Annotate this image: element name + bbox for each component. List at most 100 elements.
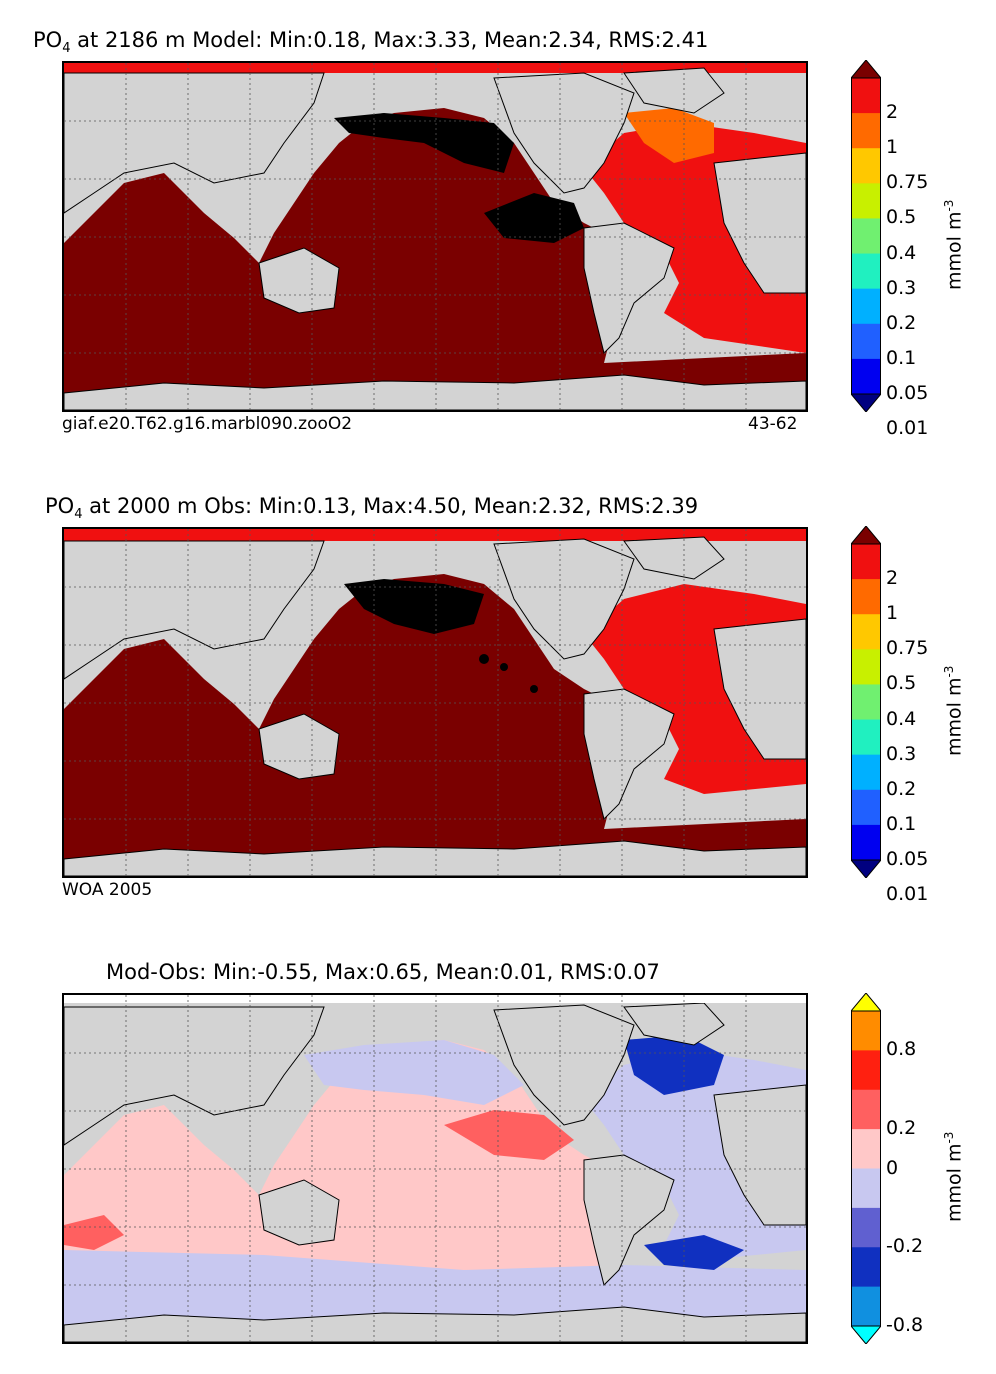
colorbar-tick-label: 0.3	[886, 276, 917, 299]
panel-2-title: PO4 at 2000 m Obs: Min:0.13, Max:4.50, M…	[45, 494, 698, 522]
colorbar-tick-label: 0.1	[886, 346, 917, 369]
colorbar-svg	[849, 992, 883, 1345]
land-eurasia	[64, 540, 325, 680]
land-australia	[258, 1179, 340, 1246]
ocean-main	[64, 574, 806, 876]
colorbar-tick-label: 0.5	[886, 672, 917, 695]
panel-1-colorbar-labels: 2 1 0.75 0.5 0.4 0.3 0.2 0.1 0.05 0.01	[886, 60, 946, 439]
colorbar-segment	[851, 1011, 881, 1051]
colorbar-svg	[849, 525, 883, 879]
panel-1-title-species: PO	[33, 28, 63, 52]
colorbar-tick-label: 0.75	[886, 637, 929, 660]
land-antarctica	[64, 374, 806, 410]
colorbar-frame	[851, 543, 881, 861]
colorbar-segment	[851, 1286, 881, 1327]
panel-2-title-sub: 4	[74, 507, 83, 523]
arctic-strip	[64, 995, 806, 1003]
land-australia	[258, 247, 340, 314]
colorbar-segment	[851, 719, 881, 756]
land-antarctica	[64, 1306, 806, 1342]
colorbar-tick-label: 0.1	[886, 812, 917, 835]
colorbar-segment	[851, 754, 881, 791]
colorbar-extend-top	[849, 992, 883, 1012]
panel-3-title-rest: Mod-Obs: Min:-0.55, Max:0.65, Mean:0.01,…	[106, 960, 660, 984]
colorbar-tick-label: 0.2	[886, 777, 917, 800]
colorbar-tick-label: 0.75	[886, 171, 929, 194]
colorbar-segment	[851, 1247, 881, 1288]
pacific-black-north	[334, 113, 514, 173]
colorbar-tick-label: 2	[886, 101, 899, 124]
land-eurasia	[64, 72, 325, 214]
colorbar-segment	[851, 544, 881, 580]
land-south-america	[583, 688, 675, 820]
ocean-pacific-red	[444, 1110, 574, 1160]
ocean-south-atlantic-dark	[644, 1235, 744, 1270]
map-grid	[64, 529, 806, 876]
land-africa	[713, 1084, 806, 1226]
colorbar-extend-top	[849, 525, 883, 545]
colorbar-extend-bottom	[849, 393, 883, 413]
panel-1-title: PO4 at 2186 m Model: Min:0.18, Max:3.33,…	[33, 28, 708, 56]
land-eurasia	[64, 1006, 325, 1146]
colorbar-segment	[851, 649, 881, 685]
colorbar-tick-label: 0.01	[886, 417, 929, 440]
colorbar-tick-label: 0.2	[886, 1117, 917, 1140]
colorbar-segment	[851, 358, 881, 395]
panel-2-title-rest: at 2000 m Obs: Min:0.13, Max:4.50, Mean:…	[82, 494, 699, 518]
colorbar-segment	[851, 78, 881, 114]
colorbar-segment	[851, 288, 881, 325]
pacific-black-spot-3	[530, 685, 538, 693]
colorbar-segment	[851, 183, 881, 219]
panel-2-unit-label: mmol m-3	[942, 666, 965, 756]
panel-3-colorbar	[849, 992, 883, 1345]
panel-2-colorbar-labels: 2 1 0.75 0.5 0.4 0.3 0.2 0.1 0.05 0.01	[886, 526, 946, 905]
land-greenland	[623, 67, 725, 114]
colorbar-frame	[851, 77, 881, 395]
colorbar-tick-label: 0.3	[886, 742, 917, 765]
colorbar-tick-label: 0.4	[886, 241, 917, 264]
colorbar-tick-label: 1	[886, 136, 899, 159]
colorbar-extend-bottom	[849, 859, 883, 879]
panel-2-unit-text: mmol m	[943, 677, 966, 756]
panel-3-unit-sup: -3	[942, 1131, 956, 1144]
colorbar-tick-label: -0.8	[886, 1314, 924, 1336]
colorbar-segment	[851, 148, 881, 184]
colorbar-segment	[851, 1168, 881, 1209]
arctic-strip	[64, 529, 806, 541]
colorbar-tick-label: 2	[886, 567, 899, 590]
land-north-america	[493, 72, 635, 194]
panel-1-unit-text: mmol m	[943, 211, 966, 290]
panel-3-map-svg	[64, 995, 806, 1342]
arctic-strip	[64, 63, 806, 73]
panel-2-title-species: PO	[45, 494, 75, 518]
panel-1-title-rest: at 2186 m Model: Min:0.18, Max:3.33, Mea…	[70, 28, 709, 52]
colorbar-tick-label: 0.2	[886, 311, 917, 334]
ocean-indian-red	[64, 1215, 124, 1250]
panel-3-colorbar-labels: 0.8 0.2 0 -0.2 -0.8	[886, 993, 946, 1344]
pacific-black-spot-1	[479, 654, 489, 664]
ocean-north-pacific-blue	[304, 1040, 524, 1105]
land-greenland	[623, 1002, 725, 1046]
pacific-black-spot-2	[500, 663, 508, 671]
ocean-north-atlantic-dark	[624, 1035, 724, 1095]
panel-3-title: Mod-Obs: Min:-0.55, Max:0.65, Mean:0.01,…	[106, 960, 660, 984]
panel-3-unit-text: mmol m	[943, 1143, 966, 1222]
panel-1-caption-right: 43-62	[748, 414, 798, 434]
panel-1-colorbar	[849, 59, 883, 413]
pacific-black-east	[484, 193, 584, 243]
colorbar-segment	[851, 579, 881, 615]
colorbar-tick-label: 0	[886, 1156, 899, 1179]
panel-2-caption-left: WOA 2005	[62, 880, 153, 900]
panel-1-title-sub: 4	[62, 41, 71, 57]
colorbar-extend-bottom	[849, 1325, 883, 1345]
land-greenland	[623, 536, 725, 580]
colorbar-tick-label: 1	[886, 602, 899, 625]
ocean-north-atlantic	[624, 108, 714, 163]
colorbar-tick-label: 0.01	[886, 883, 929, 906]
colorbar-tick-label: -0.2	[886, 1235, 924, 1258]
land-antarctica	[64, 840, 806, 876]
colorbar-tick-label: 0.8	[886, 1038, 917, 1061]
pacific-black-north	[344, 579, 484, 634]
map-grid	[64, 995, 806, 1342]
colorbar-segment	[851, 113, 881, 149]
